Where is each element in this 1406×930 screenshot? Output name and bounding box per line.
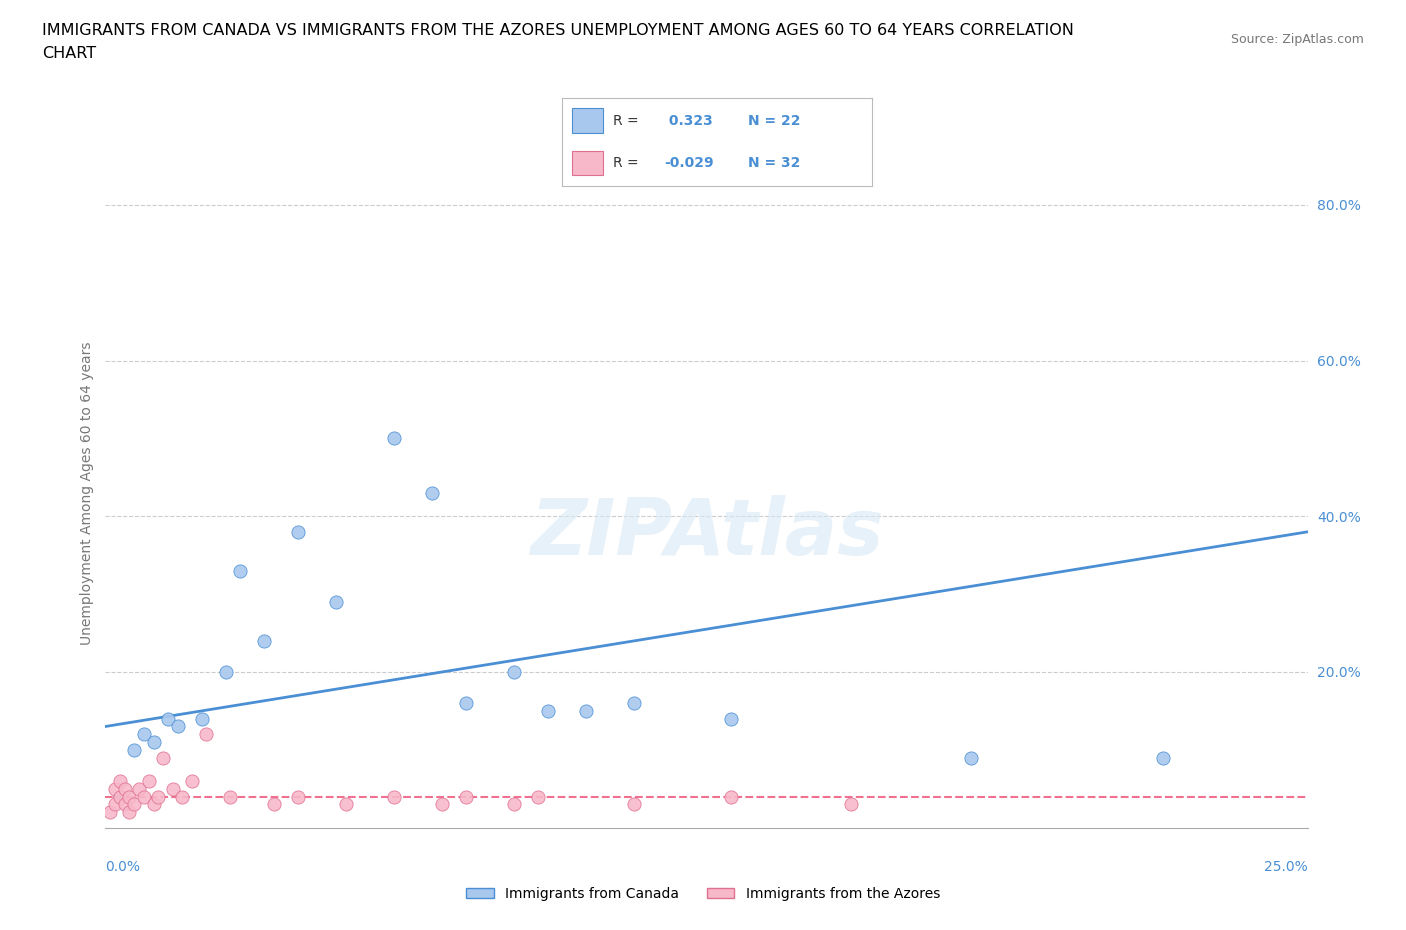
- Point: [172, 790, 194, 804]
- Point: [142, 797, 165, 812]
- Point: [98, 804, 121, 819]
- Point: [142, 735, 165, 750]
- Text: N = 32: N = 32: [748, 156, 800, 170]
- Text: R =: R =: [613, 113, 644, 127]
- Point: [190, 711, 212, 726]
- Point: [1152, 751, 1174, 765]
- Point: [132, 727, 155, 742]
- Point: [422, 485, 444, 500]
- Point: [720, 790, 742, 804]
- Point: [214, 665, 236, 680]
- Text: Source: ZipAtlas.com: Source: ZipAtlas.com: [1230, 33, 1364, 46]
- Point: [253, 633, 276, 648]
- Point: [114, 781, 136, 796]
- Point: [162, 781, 184, 796]
- Text: IMMIGRANTS FROM CANADA VS IMMIGRANTS FROM THE AZORES UNEMPLOYMENT AMONG AGES 60 : IMMIGRANTS FROM CANADA VS IMMIGRANTS FRO…: [42, 23, 1074, 38]
- Point: [104, 797, 127, 812]
- Text: ZIPAtlas: ZIPAtlas: [530, 495, 883, 571]
- Point: [382, 790, 405, 804]
- Point: [960, 751, 983, 765]
- Point: [124, 742, 146, 757]
- Point: [325, 594, 347, 609]
- Point: [287, 525, 309, 539]
- Point: [229, 564, 252, 578]
- Point: [454, 696, 477, 711]
- Point: [156, 711, 179, 726]
- Point: [118, 804, 141, 819]
- Point: [118, 790, 141, 804]
- Point: [148, 790, 170, 804]
- Point: [152, 751, 174, 765]
- Text: -0.029: -0.029: [665, 156, 714, 170]
- Point: [382, 431, 405, 445]
- Point: [454, 790, 477, 804]
- Legend: Immigrants from Canada, Immigrants from the Azores: Immigrants from Canada, Immigrants from …: [461, 882, 945, 907]
- Point: [287, 790, 309, 804]
- Text: CHART: CHART: [42, 46, 96, 61]
- Point: [430, 797, 453, 812]
- Point: [503, 665, 526, 680]
- Text: N = 22: N = 22: [748, 113, 800, 127]
- Point: [263, 797, 285, 812]
- Point: [527, 790, 550, 804]
- Point: [195, 727, 218, 742]
- Point: [839, 797, 862, 812]
- Point: [108, 790, 131, 804]
- Point: [335, 797, 357, 812]
- Point: [132, 790, 155, 804]
- Point: [108, 774, 131, 789]
- Point: [623, 696, 645, 711]
- Point: [720, 711, 742, 726]
- Point: [166, 719, 188, 734]
- Text: 0.0%: 0.0%: [105, 860, 141, 874]
- Point: [128, 781, 150, 796]
- Text: 0.323: 0.323: [665, 113, 713, 127]
- Point: [114, 797, 136, 812]
- Y-axis label: Unemployment Among Ages 60 to 64 years: Unemployment Among Ages 60 to 64 years: [80, 341, 94, 644]
- Point: [623, 797, 645, 812]
- Point: [503, 797, 526, 812]
- Point: [537, 703, 560, 718]
- FancyBboxPatch shape: [572, 108, 603, 133]
- Point: [181, 774, 204, 789]
- Text: R =: R =: [613, 156, 644, 170]
- Point: [219, 790, 242, 804]
- Point: [575, 703, 598, 718]
- FancyBboxPatch shape: [572, 151, 603, 176]
- Text: 25.0%: 25.0%: [1264, 860, 1308, 874]
- Point: [124, 797, 146, 812]
- Point: [108, 790, 131, 804]
- Point: [138, 774, 160, 789]
- Point: [104, 781, 127, 796]
